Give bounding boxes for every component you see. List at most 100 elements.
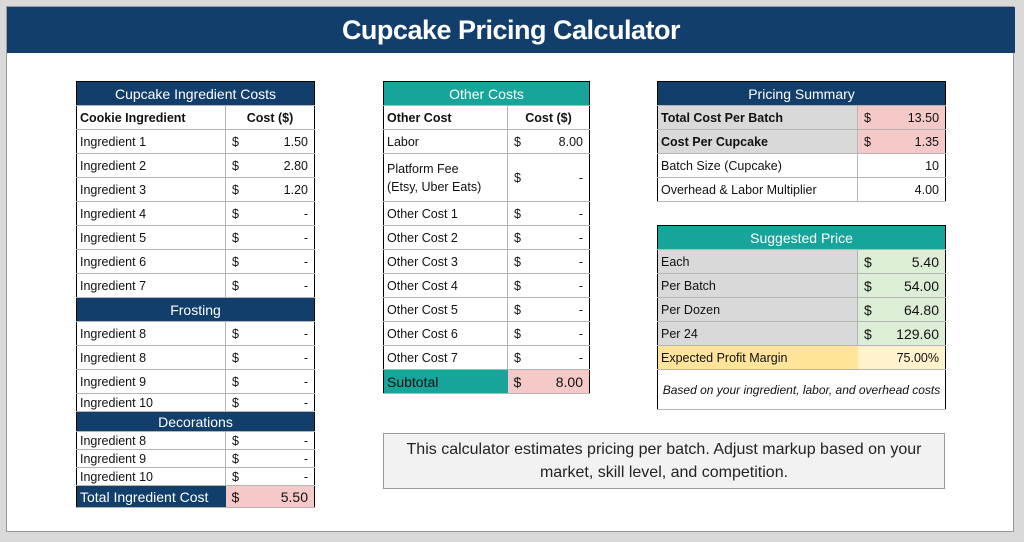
table-row: Platform Fee (Etsy, Uber Eats) $ - — [383, 153, 590, 202]
ingredient-cost-cell[interactable]: - — [245, 225, 315, 250]
ingredient-name: Ingredient 10 — [76, 393, 226, 412]
table-row: Other Cost 1 $ - — [383, 201, 590, 226]
ingredient-cost-cell[interactable]: - — [245, 321, 315, 346]
other-costs-table: Other Costs Other Cost Cost ($) Labor $ … — [383, 81, 590, 394]
currency-symbol: $ — [857, 273, 878, 298]
price-label: Each — [657, 249, 858, 274]
currency-symbol: $ — [225, 273, 246, 298]
price-label: Per Dozen — [657, 297, 858, 322]
ingredient-cost-cell[interactable]: 2.80 — [245, 153, 315, 178]
table-row: Other Cost 6 $ - — [383, 321, 590, 346]
other-cost-cell[interactable]: - — [527, 225, 590, 250]
currency-symbol: $ — [225, 431, 246, 450]
currency-symbol: $ — [857, 297, 878, 322]
col-cost: Cost ($) — [225, 105, 315, 130]
currency-symbol: $ — [507, 273, 528, 298]
currency-symbol: $ — [225, 485, 246, 508]
multiplier-input[interactable]: 4.00 — [857, 177, 946, 202]
table-row: Ingredient 9 $ - — [76, 449, 315, 468]
pricing-summary-table: Pricing Summary Total Cost Per Batch $ 1… — [657, 81, 947, 202]
cost-per-cupcake-label: Cost Per Cupcake — [657, 129, 858, 154]
table-row: Cost Per Cupcake $ 1.35 — [657, 129, 946, 154]
currency-symbol: $ — [225, 177, 246, 202]
other-cost-cell[interactable]: - — [527, 249, 590, 274]
subtotal-value: 8.00 — [527, 369, 590, 394]
currency-symbol: $ — [225, 449, 246, 468]
other-cost-cell[interactable]: - — [527, 345, 590, 370]
ingredient-cost-cell[interactable]: - — [245, 431, 315, 450]
other-cost-cell[interactable]: - — [527, 273, 590, 298]
multiplier-label: Overhead & Labor Multiplier — [657, 177, 858, 202]
ingredient-cost-cell[interactable]: - — [245, 449, 315, 468]
other-cost-name: Other Cost 3 — [383, 249, 508, 274]
price-label: Per Batch — [657, 273, 858, 298]
table-row: Expected Profit Margin 75.00% — [657, 345, 946, 370]
total-ingredient-label: Total Ingredient Cost — [76, 485, 226, 508]
other-cost-name: Platform Fee (Etsy, Uber Eats) — [383, 153, 508, 202]
ingredient-costs-header: Cupcake Ingredient Costs — [76, 81, 315, 106]
subtotal-label: Subtotal — [383, 369, 508, 394]
table-row: Other Cost 3 $ - — [383, 249, 590, 274]
other-cost-name: Other Cost 6 — [383, 321, 508, 346]
ingredient-costs-table: Cupcake Ingredient Costs Cookie Ingredie… — [76, 81, 315, 508]
ingredient-name: Ingredient 5 — [76, 225, 226, 250]
other-cost-cell[interactable]: - — [527, 297, 590, 322]
ingredient-cost-cell[interactable]: - — [245, 345, 315, 370]
other-cost-cell[interactable]: 8.00 — [527, 129, 590, 154]
ingredient-name: Ingredient 8 — [76, 431, 226, 450]
pricing-summary-header: Pricing Summary — [657, 81, 946, 106]
ingredient-name: Ingredient 9 — [76, 369, 226, 394]
table-row: Ingredient 4 $ - — [76, 201, 315, 226]
ingredient-cost-cell[interactable]: 1.50 — [245, 129, 315, 154]
currency-symbol: $ — [507, 225, 528, 250]
cost-per-cupcake-value: 1.35 — [877, 129, 946, 154]
currency-symbol: $ — [857, 249, 878, 274]
price-value: 54.00 — [877, 273, 946, 298]
ingredient-name: Ingredient 8 — [76, 321, 226, 346]
other-cost-cell[interactable]: - — [527, 321, 590, 346]
currency-symbol: $ — [225, 393, 246, 412]
currency-symbol: $ — [507, 369, 528, 394]
price-value: 64.80 — [877, 297, 946, 322]
currency-symbol: $ — [857, 105, 878, 130]
other-cost-cell[interactable]: - — [527, 153, 590, 202]
table-row: Overhead & Labor Multiplier 4.00 — [657, 177, 946, 202]
currency-symbol: $ — [225, 225, 246, 250]
batch-size-label: Batch Size (Cupcake) — [657, 153, 858, 178]
other-cost-cell[interactable]: - — [527, 201, 590, 226]
price-value: 5.40 — [877, 249, 946, 274]
table-row: Per 24 $ 129.60 — [657, 321, 946, 346]
table-row: Other Cost 5 $ - — [383, 297, 590, 322]
total-ingredient-row: Total Ingredient Cost $ 5.50 — [76, 485, 315, 508]
ingredient-cost-cell[interactable]: - — [245, 369, 315, 394]
profit-margin-label: Expected Profit Margin — [657, 345, 858, 370]
ingredient-cost-cell[interactable]: - — [245, 393, 315, 412]
table-row: Per Batch $ 54.00 — [657, 273, 946, 298]
ingredient-cost-cell[interactable]: - — [245, 273, 315, 298]
table-row: Each $ 5.40 — [657, 249, 946, 274]
ingredient-cost-cell[interactable]: - — [245, 467, 315, 486]
ingredient-cost-cell[interactable]: - — [245, 201, 315, 226]
ingredient-cost-cell[interactable]: - — [245, 249, 315, 274]
platform-fee-sublabel: (Etsy, Uber Eats) — [387, 179, 482, 194]
ingredient-name: Ingredient 3 — [76, 177, 226, 202]
ingredient-name: Ingredient 2 — [76, 153, 226, 178]
spreadsheet-sheet: Cupcake Pricing Calculator Cupcake Ingre… — [6, 6, 1015, 532]
table-row: Ingredient 8 $ - — [76, 431, 315, 450]
table-row: Ingredient 5 $ - — [76, 225, 315, 250]
other-cost-name: Other Cost 5 — [383, 297, 508, 322]
other-cost-name: Other Cost 7 — [383, 345, 508, 370]
currency-symbol: $ — [857, 129, 878, 154]
currency-symbol: $ — [507, 321, 528, 346]
currency-symbol: $ — [225, 201, 246, 226]
table-row: Ingredient 10 $ - — [76, 393, 315, 412]
currency-symbol: $ — [225, 321, 246, 346]
table-row: Other Cost 2 $ - — [383, 225, 590, 250]
ingredient-cost-cell[interactable]: 1.20 — [245, 177, 315, 202]
other-cost-name: Labor — [383, 129, 508, 154]
batch-size-input[interactable]: 10 — [857, 153, 946, 178]
currency-symbol: $ — [225, 369, 246, 394]
ingredient-name: Ingredient 7 — [76, 273, 226, 298]
profit-margin-input[interactable]: 75.00% — [857, 345, 946, 370]
table-row: Ingredient 8 $ - — [76, 345, 315, 370]
